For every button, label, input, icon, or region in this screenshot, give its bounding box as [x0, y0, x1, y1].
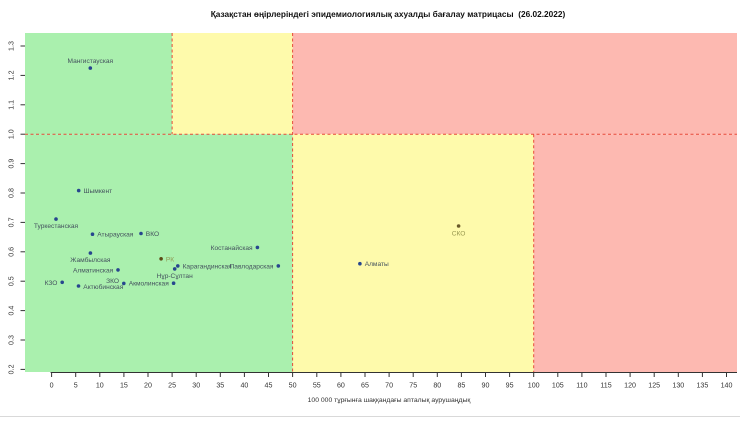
svg-text:105: 105	[552, 382, 564, 390]
svg-text:15: 15	[120, 382, 128, 390]
svg-text:10: 10	[96, 382, 104, 390]
svg-text:Шымкент: Шымкент	[84, 188, 113, 195]
svg-text:Қазақстан өңірлеріндегі эпидем: Қазақстан өңірлеріндегі эпидемиологиялық…	[211, 9, 566, 19]
svg-text:115: 115	[600, 382, 611, 390]
svg-text:5: 5	[74, 382, 78, 390]
svg-text:0.4: 0.4	[7, 306, 15, 316]
svg-text:Атырауская: Атырауская	[97, 232, 133, 239]
svg-text:130: 130	[672, 382, 684, 390]
svg-text:ЗКО: ЗКО	[106, 278, 119, 285]
svg-text:70: 70	[385, 382, 393, 390]
svg-text:1.3: 1.3	[7, 41, 15, 51]
svg-text:135: 135	[696, 382, 708, 390]
svg-text:1.2: 1.2	[7, 70, 15, 80]
svg-text:40: 40	[240, 382, 248, 390]
svg-text:80: 80	[433, 382, 441, 390]
svg-text:90: 90	[482, 382, 490, 390]
svg-text:85: 85	[457, 382, 465, 390]
svg-text:Акмолинская: Акмолинская	[129, 281, 170, 288]
svg-text:1.0: 1.0	[7, 129, 15, 139]
svg-text:45: 45	[265, 382, 273, 390]
svg-text:КЗО: КЗО	[45, 280, 58, 287]
svg-text:30: 30	[192, 382, 200, 390]
svg-text:75: 75	[409, 382, 417, 390]
svg-text:25: 25	[168, 382, 176, 390]
svg-text:120: 120	[624, 382, 636, 390]
svg-text:140: 140	[721, 382, 733, 390]
svg-text:Карагандинская: Карагандинская	[183, 263, 233, 270]
svg-text:125: 125	[648, 382, 660, 390]
svg-text:60: 60	[337, 382, 345, 390]
svg-text:РК: РК	[166, 256, 174, 263]
svg-text:20: 20	[144, 382, 152, 390]
svg-text:Алматы: Алматы	[365, 261, 389, 268]
svg-text:100 000 тұрғынға шаққандағы ап: 100 000 тұрғынға шаққандағы апталық ауру…	[308, 397, 471, 404]
svg-text:0.3: 0.3	[7, 335, 15, 345]
svg-text:0.9: 0.9	[7, 159, 15, 169]
svg-text:ВКО: ВКО	[146, 231, 159, 238]
svg-text:0.8: 0.8	[7, 188, 15, 198]
svg-text:0.2: 0.2	[7, 364, 15, 374]
svg-text:55: 55	[313, 382, 321, 390]
svg-text:СКО: СКО	[452, 230, 466, 237]
svg-text:65: 65	[361, 382, 369, 390]
svg-text:110: 110	[576, 382, 587, 390]
svg-text:Костанайская: Костанайская	[211, 244, 253, 252]
svg-text:95: 95	[506, 382, 514, 390]
svg-text:Актюбинская: Актюбинская	[83, 283, 123, 291]
svg-text:Жамбылская: Жамбылская	[70, 256, 111, 264]
svg-text:0: 0	[50, 382, 54, 390]
svg-text:Алматинская: Алматинская	[73, 267, 114, 274]
svg-text:0.6: 0.6	[7, 247, 15, 257]
svg-text:1.1: 1.1	[7, 100, 15, 110]
svg-text:35: 35	[216, 382, 224, 390]
svg-text:100: 100	[528, 382, 540, 390]
svg-text:50: 50	[289, 382, 297, 390]
svg-text:Павлодарская: Павлодарская	[230, 263, 274, 270]
svg-text:0.5: 0.5	[7, 276, 15, 286]
svg-text:Туркестанская: Туркестанская	[34, 223, 79, 230]
svg-text:0.7: 0.7	[7, 217, 15, 227]
svg-text:Нұр-Сұлтан: Нұр-Сұлтан	[157, 273, 193, 280]
svg-text:Мангистауская: Мангистауская	[68, 58, 114, 65]
